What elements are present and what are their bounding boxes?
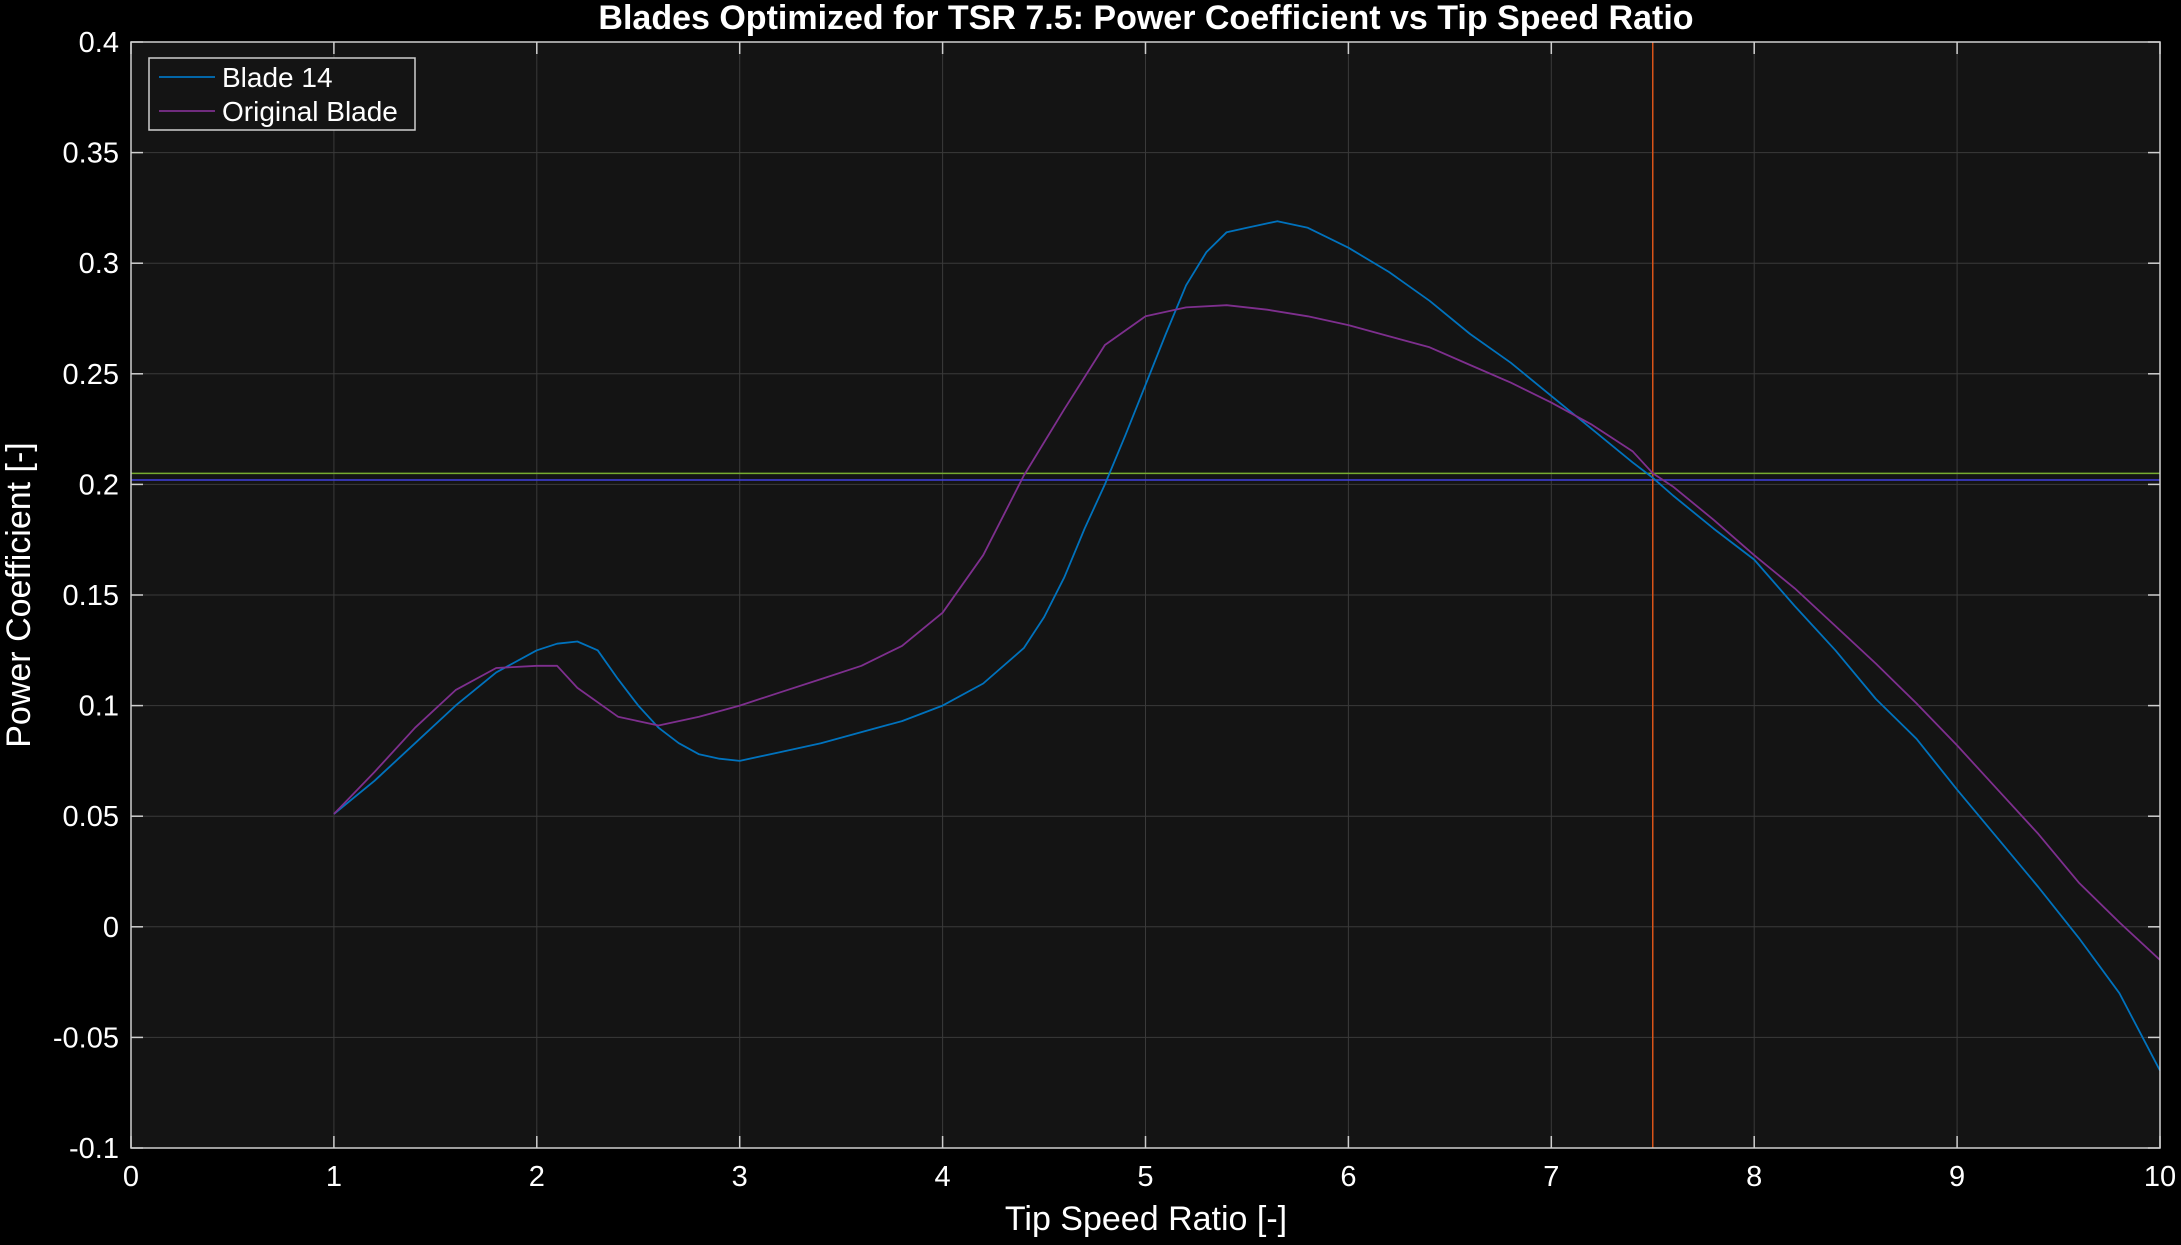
chart-title: Blades Optimized for TSR 7.5: Power Coef… [598, 0, 1693, 37]
series-line-original-blade [333, 304, 2161, 961]
y-tick-label: -0.1 [69, 1133, 119, 1165]
x-tick-label: 1 [326, 1161, 342, 1193]
x-tick-label: 10 [2144, 1161, 2176, 1193]
x-tick-label: 8 [1746, 1161, 1762, 1193]
y-tick-label: 0.35 [63, 138, 119, 170]
y-tick-label: 0.15 [63, 580, 119, 612]
x-tick-label: 3 [732, 1161, 748, 1193]
x-tick-label: 5 [1137, 1161, 1153, 1193]
y-tick-label: 0.4 [79, 27, 119, 59]
y-tick-label: 0.25 [63, 359, 119, 391]
x-tick-label: 2 [529, 1161, 545, 1193]
legend-entry-label: Original Blade [222, 96, 398, 127]
x-tick-label: 6 [1340, 1161, 1356, 1193]
y-tick-label: -0.05 [53, 1022, 119, 1054]
y-tick-label: 0 [103, 912, 119, 944]
y-tick-label: 0.05 [63, 801, 119, 833]
x-tick-label: 4 [935, 1161, 951, 1193]
series-lines [333, 220, 2161, 1072]
grid-lines [130, 41, 2161, 1149]
legend-box [148, 57, 416, 131]
legend-entry-label: Blade 14 [222, 62, 333, 93]
series-line-blade-14 [333, 220, 2161, 1072]
reference-lines [131, 42, 2160, 1148]
plot-frame [130, 41, 2161, 1149]
y-axis-label: Power Coefficient [-] [0, 442, 38, 748]
x-axis-label: Tip Speed Ratio [-] [1005, 1200, 1287, 1238]
y-tick-label: 0.2 [79, 469, 119, 501]
y-tick-label: 0.3 [79, 248, 119, 280]
x-tick-label: 9 [1949, 1161, 1965, 1193]
x-tick-labels: 0 1 2 3 4 5 6 7 8 9 10 [123, 1161, 2176, 1193]
y-tick-label: 0.1 [79, 691, 119, 723]
x-tick-label: 7 [1543, 1161, 1559, 1193]
x-tick-label: 0 [123, 1161, 139, 1193]
y-tick-labels: -0.1 -0.05 0 0.05 0.1 0.15 0.2 0.25 0.3 0.35 0.4 [53, 27, 119, 1165]
